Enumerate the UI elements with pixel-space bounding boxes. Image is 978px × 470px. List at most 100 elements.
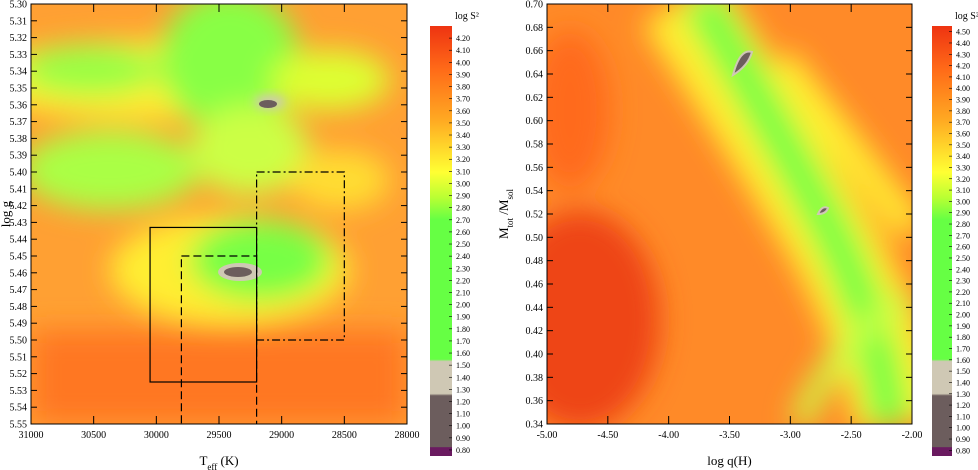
y-tick-label: 5.54 [10,403,28,414]
colorbar-tick-label: 1.40 [456,373,470,382]
colorbar-tick-label: 2.30 [456,264,470,273]
colorbar-tick-label: 4.50 [956,28,970,37]
y-tick-label: 0.54 [526,186,544,197]
colorbar-tick-label: 2.70 [956,231,970,240]
colorbar [932,26,952,456]
colorbar-tick-label: 3.50 [956,141,970,150]
colorbar-tick-label: 3.50 [456,119,470,128]
y-axis-label-part: M [496,227,511,239]
y-axis-label-part: /M [496,199,511,218]
colorbar-tick-label: 3.30 [956,163,970,172]
colorbar-tick-label: 4.20 [456,34,470,43]
colorbar-tick-label: 1.70 [456,337,470,346]
y-axis-label-part: sol [505,189,515,200]
y-tick-label: 0.56 [526,163,544,174]
colorbar-tick-label: 1.30 [956,390,970,399]
colorbar-tick-label: 2.20 [456,276,470,285]
colorbar-tick-label: 3.00 [456,179,470,188]
y-tick-label: 5.52 [10,369,28,380]
y-axis-label: log g [0,200,13,227]
y-axis-label-part: log g [0,200,13,227]
colorbar-tick-label: 3.70 [956,118,970,127]
colorbar-tick-label: 2.60 [956,243,970,252]
colorbar-tick-label: 1.10 [956,412,970,421]
x-axis-label: Teff (K) [199,453,238,470]
x-tick-label: -4.50 [597,430,618,441]
y-tick-label: 5.47 [10,285,28,296]
y-tick-label: 5.32 [10,33,28,44]
colorbar-tick-label: 2.00 [456,301,470,310]
y-tick-label: 5.31 [10,16,28,27]
y-tick-label: 0.52 [526,210,544,221]
colorbar-tick-label: 1.50 [956,367,970,376]
region-box [256,171,345,341]
colorbar-tick-label: 3.30 [456,143,470,152]
y-tick-label: 0.48 [526,256,544,267]
colorbar-tick-label: 1.60 [956,356,970,365]
colorbar-tick-label: 1.10 [456,410,470,419]
y-tick-label: 0.68 [526,23,544,34]
x-tick-label: 28000 [395,430,420,441]
x-tick-label: -4.00 [658,430,679,441]
y-tick-label: 5.43 [10,218,28,229]
colorbar-tick-label: 3.80 [456,83,470,92]
colorbar-tick-label: 2.80 [956,220,970,229]
y-tick-label: 0.58 [526,140,544,151]
colorbar-tick-label: 3.90 [456,70,470,79]
colorbar-axis: 0.80 0.90 1.00 1.10 1.20 1.30 1.40 1.50 1.60 1.70… [949,28,970,455]
colorbar-tick-label: 2.10 [456,288,470,297]
colorbar-tick-label: 3.10 [956,186,970,195]
colorbar-tick-label: 1.60 [456,349,470,358]
colorbar-tick-label: 0.90 [456,434,470,443]
y-tick-label: 5.55 [10,420,28,431]
x-tick-label: 30500 [81,430,106,441]
y-tick-label: 0.36 [526,396,544,407]
y-tick-label: 5.40 [10,168,28,179]
colorbar-tick-label: 4.10 [456,46,470,55]
colorbar-tick-label: 0.80 [956,446,970,455]
colorbar-tick-label: 3.40 [956,152,970,161]
colorbar-tick-label: 2.50 [956,254,970,263]
colorbar-tick-label: 2.50 [456,240,470,249]
colorbar-tick-label: 2.80 [456,204,470,213]
x-axis-label-part: T [199,453,207,468]
x-tick-label: 28500 [332,430,357,441]
colorbar-tick-label: 2.40 [456,252,470,261]
colorbar-tick-label: 2.00 [956,311,970,320]
colorbar-tick-label: 2.30 [956,277,970,286]
y-tick-label: 0.64 [526,70,544,81]
x-tick-label: 29000 [269,430,294,441]
y-tick-label: 5.33 [10,50,28,61]
x-tick-label: 29500 [207,430,232,441]
colorbar-axis: 0.80 0.90 1.00 1.10 1.20 1.30 1.40 1.50 1.60 1.70… [449,34,470,455]
colorbar-tick-label: 1.20 [956,401,970,410]
colorbar-tick-label: 3.00 [956,197,970,206]
heatmap-right [547,4,912,424]
y-tick-label: 0.60 [526,116,544,127]
colorbar-tick-label: 4.20 [956,62,970,71]
colorbar-tick-label: 4.10 [956,73,970,82]
colorbar-tick-label: 4.40 [956,39,970,48]
colorbar-tick-label: 2.20 [956,288,970,297]
colorbar-tick-label: 1.00 [456,422,470,431]
y-tick-label: 5.50 [10,336,28,347]
y-tick-label: 0.50 [526,233,544,244]
colorbar-tick-label: 2.90 [956,209,970,218]
y-tick-label: 0.44 [526,303,544,314]
heatmap-left [31,4,407,424]
heatmap-minimum [731,50,754,78]
y-tick-label: 5.49 [10,319,28,330]
x-tick-label: -3.50 [719,430,740,441]
x-tick-label: -5.00 [537,430,558,441]
x-axis-label-part: log q(H) [707,453,751,468]
colorbar-tick-label: 1.40 [956,378,970,387]
colorbar-label: log S² [955,11,978,22]
y-tick-label: 0.40 [526,350,544,361]
colorbar-tick-label: 0.80 [456,446,470,455]
y-tick-label: 0.46 [526,280,544,291]
colorbar-tick-label: 1.80 [456,325,470,334]
colorbar-tick-label: 3.70 [456,95,470,104]
colorbar-tick-label: 4.00 [456,58,470,67]
x-tick-label: -3.00 [780,430,801,441]
colorbar-tick-label: 1.70 [956,345,970,354]
